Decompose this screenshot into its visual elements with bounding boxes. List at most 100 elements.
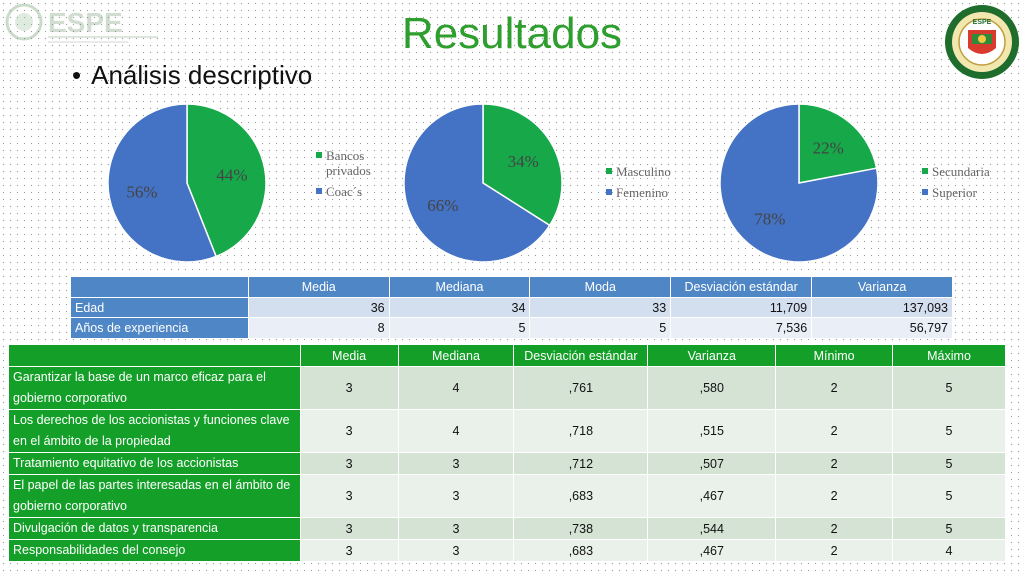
cell: 3 <box>299 517 399 540</box>
cell: 2 <box>775 452 894 475</box>
legend-item: Femenino <box>606 185 674 200</box>
table-header-row: Media Mediana Moda Desviación estándar V… <box>70 276 953 298</box>
table-row: Edad 36 34 33 11,709 137,093 <box>70 296 953 319</box>
pie-slice-education-1 <box>719 103 879 263</box>
pie-legend-gender: Masculino Femenino <box>606 164 674 206</box>
cell: 2 <box>775 517 894 540</box>
cell: 3 <box>299 474 399 518</box>
pie-data-label: 78% <box>754 209 785 228</box>
legend-label: Secundaria <box>932 164 990 179</box>
pie-data-label: 22% <box>813 139 844 158</box>
cell: 3 <box>397 539 515 562</box>
cell: ,580 <box>647 366 777 410</box>
pie-legend-education: Secundaria Superior <box>922 164 990 206</box>
header-cell: Mediana <box>397 344 515 367</box>
legend-swatch <box>316 152 322 158</box>
cell: 7,536 <box>670 317 813 340</box>
pie-legend-banks: Bancos privados Coac´s <box>316 148 384 205</box>
cell: 2 <box>775 539 894 562</box>
cell: 3 <box>397 517 515 540</box>
cell: 3 <box>299 409 399 453</box>
cell: 3 <box>397 474 515 518</box>
legend-swatch <box>922 168 928 174</box>
legend-item: Secundaria <box>922 164 990 179</box>
cell: 4 <box>397 366 515 410</box>
legend-item: Coac´s <box>316 184 384 199</box>
table-row: Responsabilidades del consejo 3 3 ,683 ,… <box>8 539 1006 562</box>
cell: 137,093 <box>811 296 953 319</box>
cell: 5 <box>892 474 1006 518</box>
header-cell: Varianza <box>811 276 953 298</box>
cell: ,467 <box>647 474 777 518</box>
header-cell: Desviación estándar <box>513 344 649 367</box>
legend-label: Coac´s <box>326 184 363 199</box>
pie-data-label: 66% <box>427 196 458 215</box>
cell: 36 <box>247 296 390 319</box>
bullet-dot: • <box>72 60 82 90</box>
cell: ,515 <box>647 409 777 453</box>
page-title: Resultados <box>401 9 623 58</box>
cell: ,718 <box>513 409 649 453</box>
cell: ,712 <box>513 452 649 475</box>
cell: 5 <box>892 517 1006 540</box>
pie-data-label: 34% <box>508 152 539 171</box>
espe-emblem: ESPE <box>945 5 1019 79</box>
cell: 2 <box>775 366 894 410</box>
table-header-row: Media Mediana Desviación estándar Varian… <box>8 344 1006 367</box>
cell: ,544 <box>647 517 777 540</box>
header-cell: Media <box>247 276 390 298</box>
row-label: Años de experiencia <box>70 317 249 340</box>
row-label: Divulgación de datos y transparencia <box>8 517 301 540</box>
header-cell: Varianza <box>647 344 777 367</box>
legend-item: Superior <box>922 185 990 200</box>
cell: 5 <box>529 317 672 340</box>
pie-slice-banks-0 <box>186 103 267 258</box>
legend-label: Bancos privados <box>326 148 371 178</box>
cell: ,507 <box>647 452 777 475</box>
row-label: El papel de las partes interesadas en el… <box>8 474 301 518</box>
table-row: Los derechos de los accionistas y funcio… <box>8 409 1006 453</box>
cell: 11,709 <box>670 296 813 319</box>
header-cell: Media <box>299 344 399 367</box>
row-label: Responsabilidades del consejo <box>8 539 301 562</box>
cell: ,761 <box>513 366 649 410</box>
table-row: Garantizar la base de un marco eficaz pa… <box>8 366 1006 410</box>
legend-swatch <box>606 189 612 195</box>
header-cell <box>70 276 249 298</box>
header-cell <box>8 344 301 367</box>
legend-swatch <box>316 188 322 194</box>
legend-label: Masculino <box>616 164 671 179</box>
cell: 3 <box>397 452 515 475</box>
pie-data-label: 44% <box>216 165 247 184</box>
header-cell: Máximo <box>892 344 1006 367</box>
pie-chart-education: 22% 78% <box>719 103 879 263</box>
cell: 5 <box>388 317 531 340</box>
header-cell: Moda <box>529 276 672 298</box>
cell: 34 <box>388 296 531 319</box>
table-row: Años de experiencia 8 5 5 7,536 56,797 <box>70 317 953 340</box>
cell: 5 <box>892 366 1006 410</box>
table-row: Tratamiento equitativo de los accionista… <box>8 452 1006 475</box>
header-cell: Mínimo <box>775 344 894 367</box>
logo-right-text: ESPE <box>973 19 992 26</box>
table-row: Divulgación de datos y transparencia 3 3… <box>8 517 1006 540</box>
pie-chart-banks: 44% 56% <box>107 103 267 263</box>
cell: ,683 <box>513 474 649 518</box>
legend-swatch <box>922 189 928 195</box>
logo-left-text: ESPE <box>48 7 123 38</box>
pie-slice-gender-1 <box>403 103 551 263</box>
row-label: Edad <box>70 296 249 319</box>
pie-chart-gender: 34% 66% <box>403 103 563 263</box>
pie-slice-banks-1 <box>107 103 218 263</box>
header-cell: Mediana <box>388 276 531 298</box>
cell: 4 <box>397 409 515 453</box>
cell: 3 <box>299 452 399 475</box>
cell: 2 <box>775 474 894 518</box>
cell: 4 <box>892 539 1006 562</box>
cell: ,467 <box>647 539 777 562</box>
cell: 5 <box>892 452 1006 475</box>
cell: 5 <box>892 409 1006 453</box>
legend-label: Superior <box>932 185 977 200</box>
cell: 33 <box>529 296 672 319</box>
legend-swatch <box>606 168 612 174</box>
